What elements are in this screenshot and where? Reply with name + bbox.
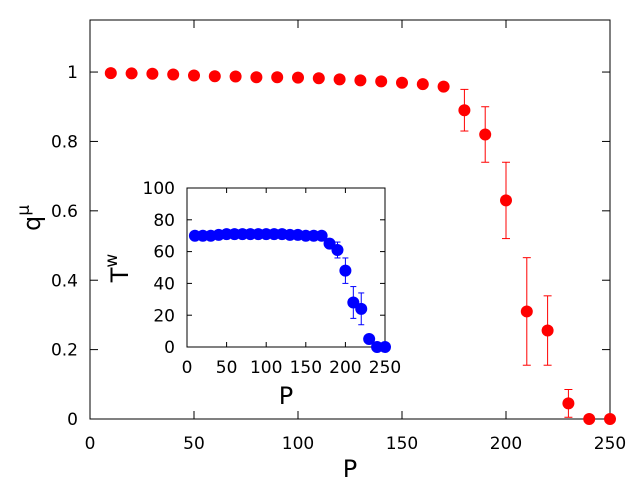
inset-data-point xyxy=(355,302,368,315)
main-data-point xyxy=(375,75,388,88)
main-x-tick-label: 100 xyxy=(282,434,314,454)
main-data-point xyxy=(146,67,159,80)
inset-x-tick-labels: 0 50 100 150 200 250 xyxy=(182,358,402,378)
inset-y-tick-label: 40 xyxy=(153,275,175,295)
main-data-point xyxy=(520,305,533,318)
main-y-tick-label: 0.6 xyxy=(51,202,78,222)
main-y-axis-title-superscript: μ xyxy=(14,205,34,216)
svg-text:Tw: Tw xyxy=(102,254,134,284)
inset-data-point xyxy=(315,229,328,242)
main-data-point xyxy=(500,194,512,207)
main-data-point xyxy=(125,67,138,80)
main-y-tick-label: 0.4 xyxy=(51,271,78,291)
inset-x-axis-title: P xyxy=(279,382,293,410)
main-data-point xyxy=(229,70,242,83)
inset-data-point xyxy=(379,341,391,353)
main-data-point xyxy=(396,76,408,89)
main-data-point xyxy=(604,413,616,425)
inset-x-tick-label: 50 xyxy=(216,358,238,378)
main-x-tick-labels: 0 50 100 150 200 250 xyxy=(85,434,627,454)
main-data-point xyxy=(437,80,450,93)
inset-y-tick-label: 100 xyxy=(143,179,175,199)
main-data-point xyxy=(458,104,471,117)
main-data-point xyxy=(104,67,117,80)
svg-text:qμ: qμ xyxy=(14,205,46,231)
main-data-point xyxy=(541,324,554,337)
main-y-tick-label: 1 xyxy=(67,63,78,83)
main-y-tick-labels: 0 0.2 0.4 0.6 0.8 1 xyxy=(51,63,78,430)
inset-y-tick-labels: 0 20 40 60 80 100 xyxy=(143,179,175,358)
main-x-tick-label: 0 xyxy=(85,434,96,454)
main-y-tick-label: 0.2 xyxy=(51,341,78,361)
inset-data-point xyxy=(331,244,344,257)
main-data-point xyxy=(562,397,575,410)
main-data-point xyxy=(479,128,492,141)
main-x-axis-title: P xyxy=(343,455,357,480)
inset-plot: 0 50 100 150 200 250 0 20 40 60 80 100 P Tw xyxy=(102,179,401,410)
main-data-point xyxy=(312,72,325,85)
inset-y-axis-title-superscript: w xyxy=(102,254,122,268)
inset-x-tick-label: 100 xyxy=(250,358,282,378)
main-data-point xyxy=(416,78,429,91)
main-x-tick-label: 250 xyxy=(594,434,626,454)
main-data-point xyxy=(292,71,304,84)
main-data-point xyxy=(188,69,200,82)
main-x-tick-label: 150 xyxy=(386,434,418,454)
inset-y-axis-title-base: T xyxy=(106,267,134,283)
main-x-tick-label: 50 xyxy=(183,434,205,454)
inset-x-tick-label: 200 xyxy=(329,358,361,378)
inset-data-point xyxy=(339,264,352,277)
main-y-axis-title: qμ xyxy=(14,205,46,231)
inset-x-tick-label: 0 xyxy=(182,358,193,378)
inset-data-point xyxy=(363,333,376,346)
inset-x-tick-label: 250 xyxy=(369,358,401,378)
main-data-point xyxy=(271,71,284,84)
main-x-tick-label: 200 xyxy=(490,434,522,454)
inset-x-tick-label: 150 xyxy=(290,358,322,378)
main-data-points xyxy=(104,67,616,425)
main-data-point xyxy=(208,70,221,83)
inset-y-axis-title: Tw xyxy=(102,254,134,284)
inset-y-tick-label: 0 xyxy=(164,338,175,358)
main-data-point xyxy=(250,71,263,84)
inset-plot-frame xyxy=(186,187,386,348)
inset-y-tick-label: 80 xyxy=(153,211,175,231)
main-data-point xyxy=(583,413,596,425)
main-y-tick-label: 0.8 xyxy=(51,133,78,153)
main-data-point xyxy=(333,73,346,86)
main-y-tick-label: 0 xyxy=(67,410,78,430)
inset-data-points xyxy=(188,228,391,353)
main-y-axis-title-base: q xyxy=(18,216,46,231)
inset-y-tick-label: 60 xyxy=(153,243,175,263)
main-data-point xyxy=(167,68,180,81)
inset-y-tick-label: 20 xyxy=(153,306,175,326)
main-data-point xyxy=(354,74,367,87)
